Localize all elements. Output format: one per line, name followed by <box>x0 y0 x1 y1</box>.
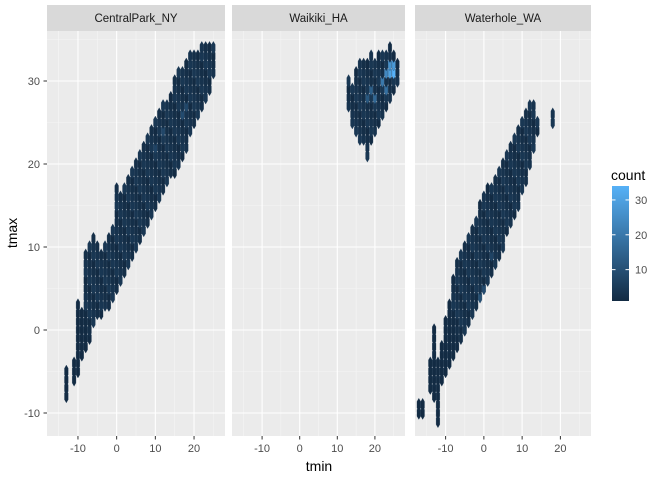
x-tick-label: 20 <box>188 443 200 455</box>
hex-cell <box>91 231 96 246</box>
y-tick-label: 0 <box>34 325 40 337</box>
facet-panel: Waikiki_HA -10 0 10 20 <box>232 5 405 455</box>
legend-tick-label: 20 <box>635 230 647 242</box>
x-tick-label: 0 <box>297 443 303 455</box>
facet-strip <box>415 5 591 31</box>
x-tick-label: 10 <box>331 443 343 455</box>
facet-strip-label: CentralPark_NY <box>94 13 177 25</box>
x-tick-label: -10 <box>70 443 86 455</box>
hex-cell <box>64 364 69 379</box>
x-tick-label: 10 <box>516 443 528 455</box>
hex-cell <box>95 240 100 254</box>
x-tick-label: 20 <box>369 443 381 455</box>
legend-colorbar <box>612 186 629 301</box>
hex-cell <box>395 57 400 72</box>
hex-cell <box>432 323 437 337</box>
y-tick-label: 10 <box>28 242 40 254</box>
x-tick-label: -10 <box>438 443 454 455</box>
x-tick-label: -10 <box>254 443 270 455</box>
facet-panel: Waterhole_WA -10 0 10 20 <box>415 5 591 455</box>
y-tick-label: -10 <box>24 408 40 420</box>
hex-cell <box>531 99 536 113</box>
facet-panel: CentralPark_NY -10 0 10 20 -10 0 10 20 30 <box>24 5 225 455</box>
legend-title: count <box>611 167 645 183</box>
hex-cell <box>550 107 555 121</box>
legend-tick-label: 30 <box>635 195 647 207</box>
hex-cell <box>346 74 351 88</box>
y-tick-label: 20 <box>28 159 40 171</box>
hex-cell <box>211 41 216 55</box>
legend-tick-label: 10 <box>635 265 647 277</box>
legend: count 10 20 30 <box>611 167 647 301</box>
hex-cell <box>369 49 374 63</box>
facet-strip <box>47 5 225 31</box>
hex-cell <box>114 182 119 196</box>
hex-cell <box>388 41 392 55</box>
hex-cell <box>391 49 396 63</box>
facet-strip-label: Waterhole_WA <box>465 13 542 25</box>
x-axis-title: tmin <box>306 458 332 474</box>
hex-cells <box>346 41 400 163</box>
x-tick-label: 0 <box>114 443 120 455</box>
x-tick-label: 20 <box>554 443 566 455</box>
hex-cell <box>75 298 80 312</box>
hex-cells <box>64 41 216 404</box>
hex-cell <box>420 397 425 412</box>
facet-strip <box>232 5 405 31</box>
facet-strip-label: Waikiki_HA <box>289 13 348 25</box>
x-tick-label: 0 <box>481 443 487 455</box>
y-tick-label: 30 <box>28 76 40 88</box>
hex-cell <box>535 115 540 130</box>
y-axis-title: tmax <box>4 218 20 248</box>
hex-cells <box>416 99 555 429</box>
x-tick-label: 10 <box>149 443 161 455</box>
